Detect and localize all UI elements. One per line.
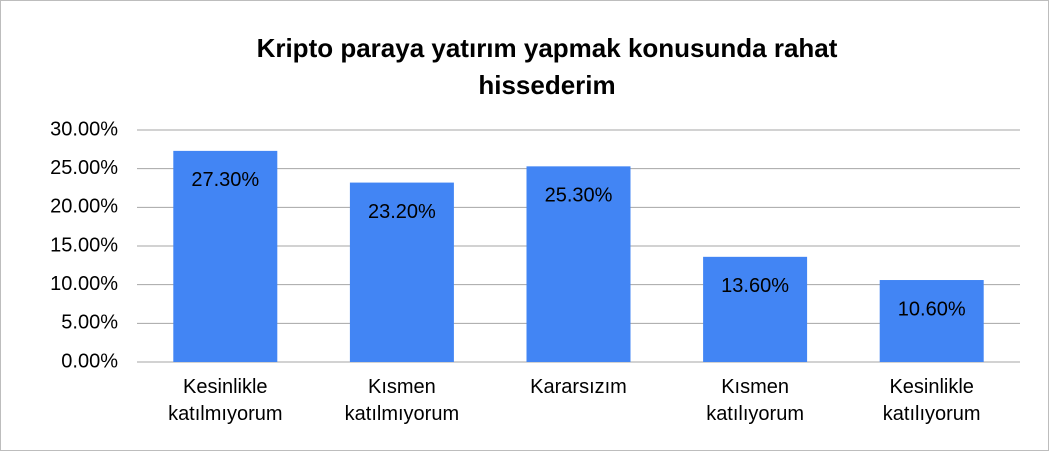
- data-label: 27.30%: [191, 169, 259, 191]
- chart-title: Kripto paraya yatırım yapmak konusunda r…: [256, 33, 838, 100]
- bar: [879, 280, 984, 362]
- data-label: 13.60%: [721, 275, 789, 297]
- bar: [703, 256, 808, 362]
- bar: [526, 166, 631, 362]
- data-label: 10.60%: [898, 298, 966, 320]
- y-tick-label: 15.00%: [50, 234, 118, 256]
- y-tick-label: 20.00%: [50, 196, 118, 218]
- y-tick-label: 30.00%: [50, 118, 118, 140]
- y-tick-label: 25.00%: [50, 157, 118, 179]
- x-tick-label: Kesinlikle katılıyorum: [882, 376, 981, 425]
- x-tick-label: Kısmen katılmıyorum: [344, 376, 460, 425]
- x-tick-label: Kısmen katılıyorum: [706, 376, 804, 425]
- y-tick-label: 10.00%: [50, 273, 118, 295]
- y-tick-label: 0.00%: [61, 350, 118, 372]
- bar: [349, 182, 454, 362]
- x-tick-label: Kararsızım: [530, 376, 627, 398]
- data-label: 23.20%: [368, 201, 436, 223]
- x-tick-label: Kesinlikle katılmıyorum: [168, 376, 283, 425]
- bar: [173, 150, 278, 362]
- y-tick-label: 5.00%: [61, 312, 118, 334]
- data-label: 25.30%: [545, 185, 613, 207]
